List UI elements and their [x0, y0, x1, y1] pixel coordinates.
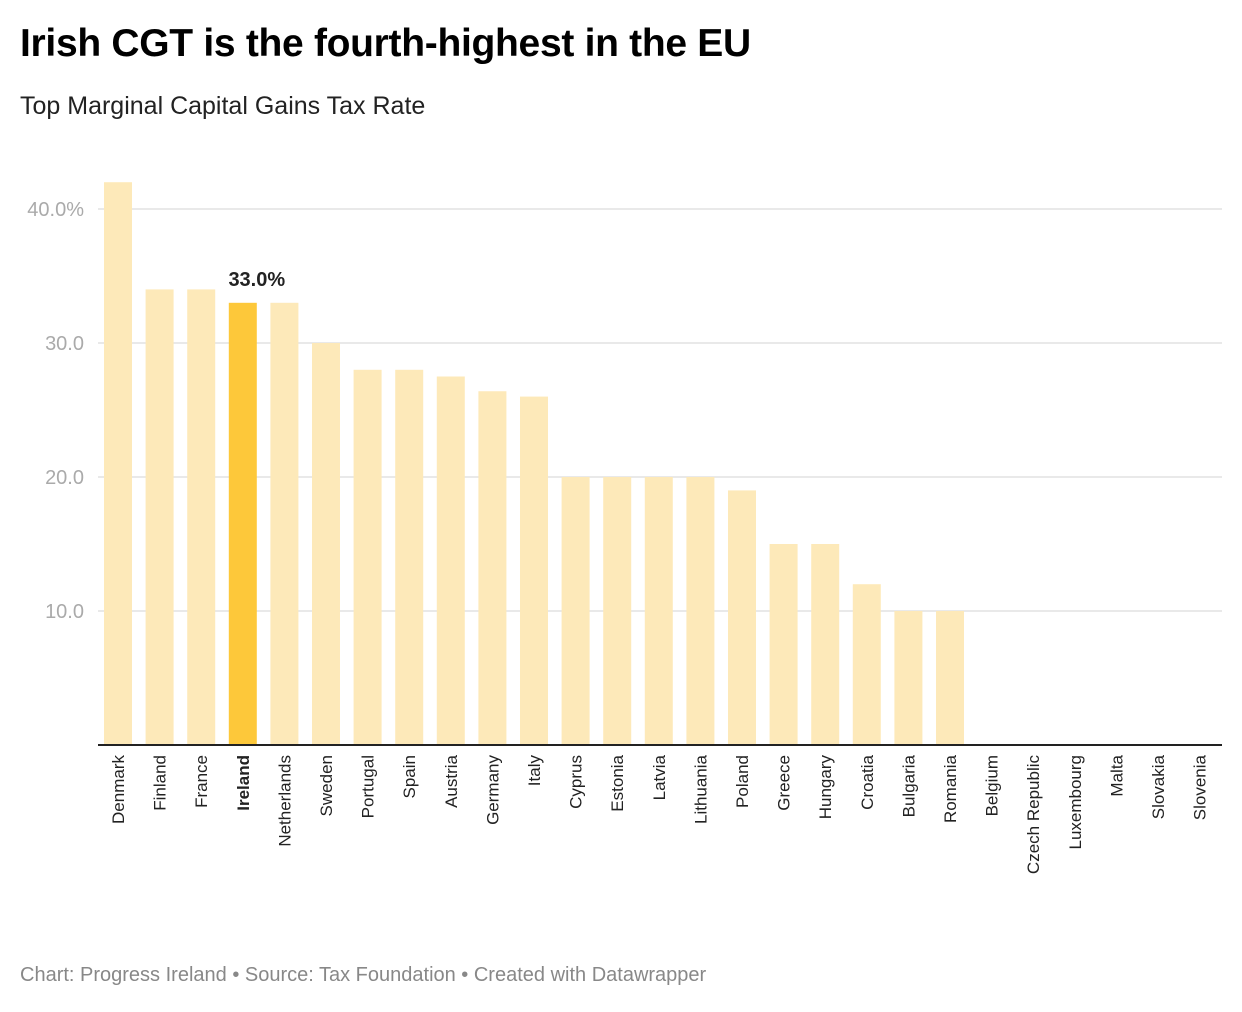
- bar-italy: [520, 396, 548, 745]
- x-tick-label: Belgium: [983, 755, 1002, 816]
- x-tick-label: Bulgaria: [899, 754, 918, 817]
- bar-austria: [436, 376, 465, 745]
- x-tick-label: Hungary: [816, 755, 835, 820]
- bar-latvia: [644, 477, 673, 745]
- x-tick-label: Croatia: [858, 754, 877, 809]
- bar-germany: [478, 391, 507, 745]
- y-tick-label: 40.0%: [27, 199, 84, 221]
- y-tick-label: 20.0: [45, 467, 84, 489]
- bar-lithuania: [686, 477, 715, 745]
- bar-cyprus: [561, 477, 590, 745]
- bar-ireland: [228, 302, 257, 745]
- x-tick-label: Latvia: [650, 754, 669, 800]
- x-tick-label: Italy: [525, 755, 544, 787]
- bar-netherlands: [270, 302, 299, 745]
- x-tick-label: Ireland: [234, 755, 253, 811]
- x-tick-label: Malta: [1107, 754, 1126, 796]
- bar-finland: [145, 289, 174, 745]
- bar-romania: [936, 611, 964, 745]
- x-tick-label: Austria: [442, 754, 461, 807]
- x-tick-label: Denmark: [109, 755, 128, 824]
- x-tick-label: Slovenia: [1191, 754, 1210, 820]
- x-tick-label: Spain: [400, 755, 419, 798]
- bar-hungary: [811, 544, 840, 745]
- x-tick-label: Greece: [775, 755, 794, 811]
- data-label: 33.0%: [228, 269, 285, 291]
- bar-sweden: [312, 343, 340, 745]
- bar-spain: [395, 369, 424, 745]
- x-tick-label: Czech Republic: [1024, 755, 1043, 875]
- x-tick-label: Finland: [151, 755, 170, 811]
- x-tick-label: France: [192, 755, 211, 808]
- bar-france: [187, 289, 216, 745]
- x-tick-label: Estonia: [608, 754, 627, 811]
- chart-footer: Chart: Progress Ireland • Source: Tax Fo…: [20, 964, 707, 986]
- bar-denmark: [104, 182, 132, 745]
- x-tick-label: Lithuania: [691, 754, 710, 824]
- x-tick-label: Netherlands: [275, 755, 294, 847]
- bar-bulgaria: [894, 611, 923, 745]
- x-tick-label: Cyprus: [567, 755, 586, 809]
- x-tick-label: Luxembourg: [1066, 755, 1085, 850]
- bar-poland: [728, 490, 756, 745]
- x-tick-label: Slovakia: [1149, 754, 1168, 819]
- y-tick-label: 30.0: [45, 333, 84, 355]
- bar-croatia: [852, 584, 881, 745]
- x-tick-label: Poland: [733, 755, 752, 808]
- x-tick-label: Portugal: [359, 755, 378, 818]
- y-tick-label: 10.0: [45, 601, 84, 623]
- bar-portugal: [353, 369, 382, 745]
- x-tick-label: Romania: [941, 754, 960, 823]
- bar-greece: [769, 544, 798, 745]
- chart-subtitle: Top Marginal Capital Gains Tax Rate: [20, 92, 426, 120]
- chart-title: Irish CGT is the fourth-highest in the E…: [20, 22, 751, 65]
- bar-estonia: [603, 477, 632, 745]
- x-tick-label: Germany: [483, 755, 502, 825]
- x-tick-label: Sweden: [317, 755, 336, 816]
